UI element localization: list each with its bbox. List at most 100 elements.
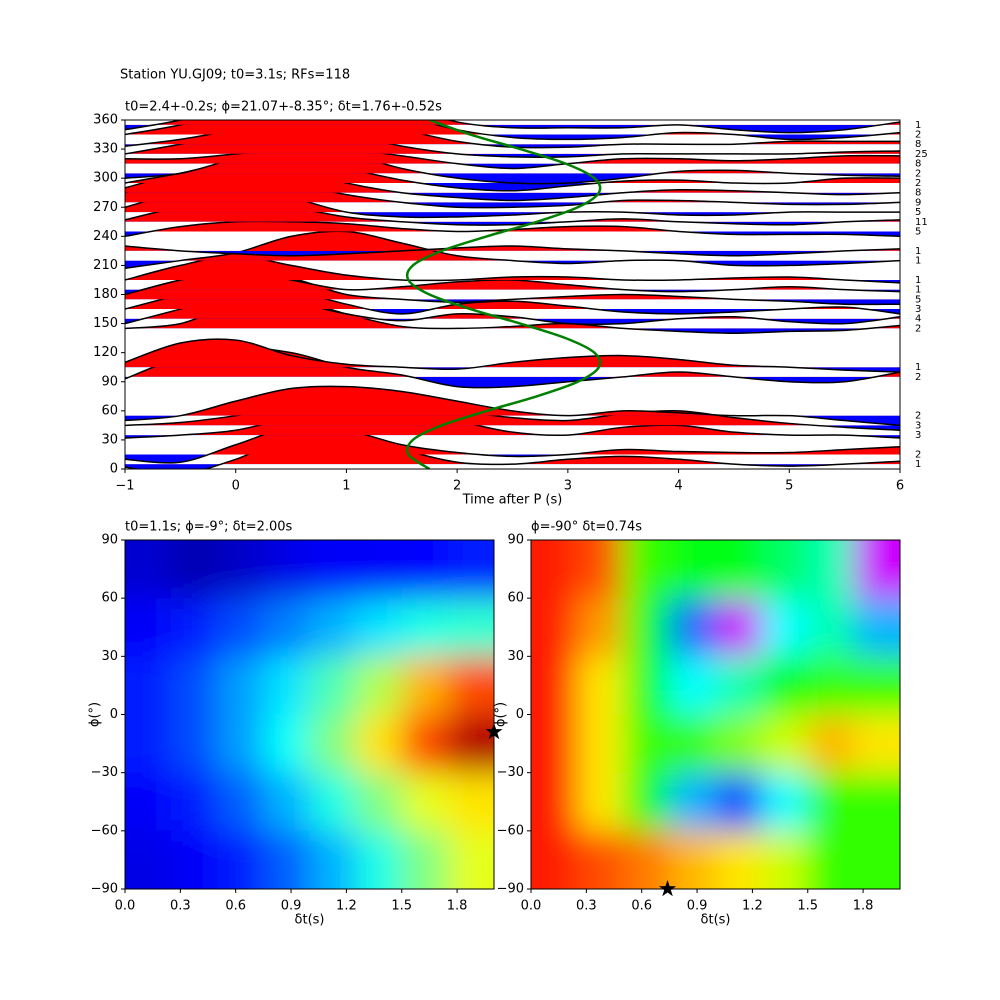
y-tick-label: −30 bbox=[91, 765, 118, 780]
positive-fill bbox=[125, 221, 900, 232]
heat-cell bbox=[761, 540, 809, 599]
negative-fill bbox=[125, 153, 900, 158]
x-tick-label: 1.5 bbox=[391, 899, 412, 914]
axes-title: t0=2.4+-0.2s; ϕ=21.07+-8.35°; δt=1.76+-0… bbox=[125, 100, 442, 115]
heat-cell bbox=[807, 714, 855, 774]
positive-fill bbox=[180, 386, 790, 416]
heat-cell bbox=[217, 830, 264, 889]
heat-cell bbox=[577, 540, 624, 599]
positive-fill bbox=[125, 270, 900, 300]
negative-fill bbox=[346, 212, 790, 218]
heat-cell bbox=[531, 598, 578, 657]
trace-count: 5 bbox=[915, 207, 921, 218]
heat-cell bbox=[531, 656, 578, 715]
x-axis-label: δt(s) bbox=[295, 913, 325, 928]
x-axis-label: δt(s) bbox=[701, 913, 731, 928]
heat-cell bbox=[669, 656, 716, 715]
x-tick-label: 1.5 bbox=[797, 899, 818, 914]
trace-line bbox=[125, 245, 900, 257]
heat-cell bbox=[853, 772, 900, 832]
negative-fill bbox=[125, 163, 900, 169]
heat-cell bbox=[623, 772, 670, 832]
x-tick-label: 0.3 bbox=[170, 899, 191, 914]
heat-cell bbox=[217, 598, 264, 657]
heat-cell bbox=[217, 656, 264, 715]
heat-cell bbox=[853, 714, 900, 774]
heat-cell bbox=[761, 656, 809, 715]
trace-count: 2 bbox=[915, 449, 921, 460]
positive-fill bbox=[125, 246, 900, 251]
heatmap bbox=[531, 540, 900, 889]
x-tick-label: 1.2 bbox=[742, 899, 763, 914]
negative-fill bbox=[401, 367, 900, 373]
heat-cell bbox=[217, 540, 264, 599]
x-tick-label: 6 bbox=[896, 479, 904, 494]
y-tick-label: 0 bbox=[110, 462, 118, 477]
positive-fill bbox=[125, 120, 900, 125]
heat-cell bbox=[623, 830, 670, 889]
heat-cell bbox=[171, 540, 218, 599]
y-tick-label: 300 bbox=[93, 171, 118, 186]
y-tick-label: 60 bbox=[507, 591, 524, 606]
trace-count: 4 bbox=[915, 314, 921, 325]
heat-cell bbox=[309, 598, 357, 657]
trace-count: 1 bbox=[915, 459, 921, 470]
y-tick-label: 90 bbox=[101, 533, 118, 548]
trace-count: 8 bbox=[915, 139, 921, 150]
y-axis-label: ϕ(°) bbox=[88, 702, 103, 727]
heat-cell bbox=[623, 540, 670, 599]
y-tick-label: 0 bbox=[110, 707, 118, 722]
trace-count: 1 bbox=[915, 256, 921, 267]
y-tick-label: −30 bbox=[497, 765, 524, 780]
heat-cell bbox=[447, 772, 494, 832]
trace-line bbox=[125, 404, 900, 439]
heat-cell bbox=[263, 598, 310, 657]
negative-fill bbox=[125, 415, 900, 426]
heat-cell bbox=[401, 540, 449, 599]
heat-cell bbox=[401, 830, 449, 889]
heat-cell bbox=[309, 714, 357, 774]
heat-cell bbox=[217, 772, 264, 832]
trace-line bbox=[125, 385, 900, 427]
heat-cell bbox=[761, 598, 809, 657]
heat-cell bbox=[853, 830, 900, 889]
heat-cell bbox=[807, 656, 855, 715]
trace-count: 1 bbox=[915, 362, 921, 373]
y-tick-label: −90 bbox=[91, 882, 118, 897]
heat-cell bbox=[761, 830, 809, 889]
x-tick-label: 0.9 bbox=[281, 899, 302, 914]
figure-title: Station YU.GJ09; t0=3.1s; RFs=118 bbox=[120, 68, 350, 83]
heat-cell bbox=[171, 598, 218, 657]
axes-frame bbox=[530, 539, 901, 890]
trace-count: 3 bbox=[915, 304, 921, 315]
heat-cell bbox=[853, 540, 900, 599]
heat-cell bbox=[807, 598, 855, 657]
trace-count: 1 bbox=[915, 246, 921, 257]
y-tick-label: 270 bbox=[93, 200, 118, 215]
trace-line bbox=[125, 120, 900, 134]
heat-cell bbox=[355, 830, 403, 889]
y-tick-label: 60 bbox=[101, 591, 118, 606]
heat-cell bbox=[263, 830, 310, 889]
heat-cell bbox=[577, 772, 624, 832]
x-tick-label: 1 bbox=[342, 479, 350, 494]
y-tick-label: 120 bbox=[93, 345, 118, 360]
positive-fill bbox=[125, 255, 900, 280]
heat-cell bbox=[807, 830, 855, 889]
heat-cell bbox=[355, 656, 403, 715]
negative-fill bbox=[125, 376, 900, 388]
heat-cell bbox=[531, 772, 578, 832]
heat-cell bbox=[623, 598, 670, 657]
heat-cell bbox=[171, 772, 218, 832]
heat-cell bbox=[355, 540, 403, 599]
trace-line bbox=[125, 120, 900, 141]
trace-count: 9 bbox=[915, 197, 921, 208]
y-tick-label: 60 bbox=[101, 403, 118, 418]
y-tick-label: 360 bbox=[93, 113, 118, 128]
x-tick-label: 0.0 bbox=[521, 899, 542, 914]
trace-count: 1 bbox=[915, 120, 921, 131]
heat-cell bbox=[447, 540, 494, 599]
trace-count: 5 bbox=[915, 294, 921, 305]
positive-fill bbox=[125, 202, 900, 222]
y-tick-label: 180 bbox=[93, 287, 118, 302]
